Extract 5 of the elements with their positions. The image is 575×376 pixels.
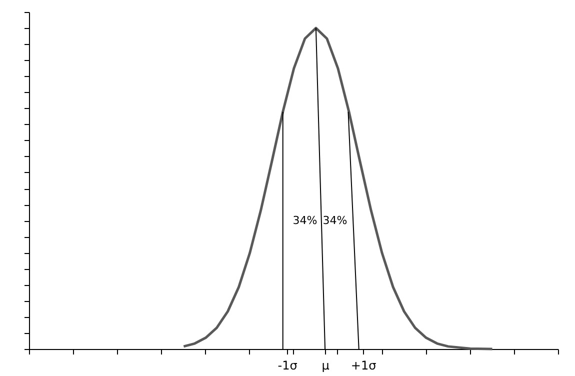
x-tick-label: -1σ [278,358,298,372]
x-tick-label: μ [322,358,330,372]
annotation: 34% [322,214,348,227]
x-tick-label: +1σ [350,358,377,372]
annotation: 34% [292,214,318,227]
